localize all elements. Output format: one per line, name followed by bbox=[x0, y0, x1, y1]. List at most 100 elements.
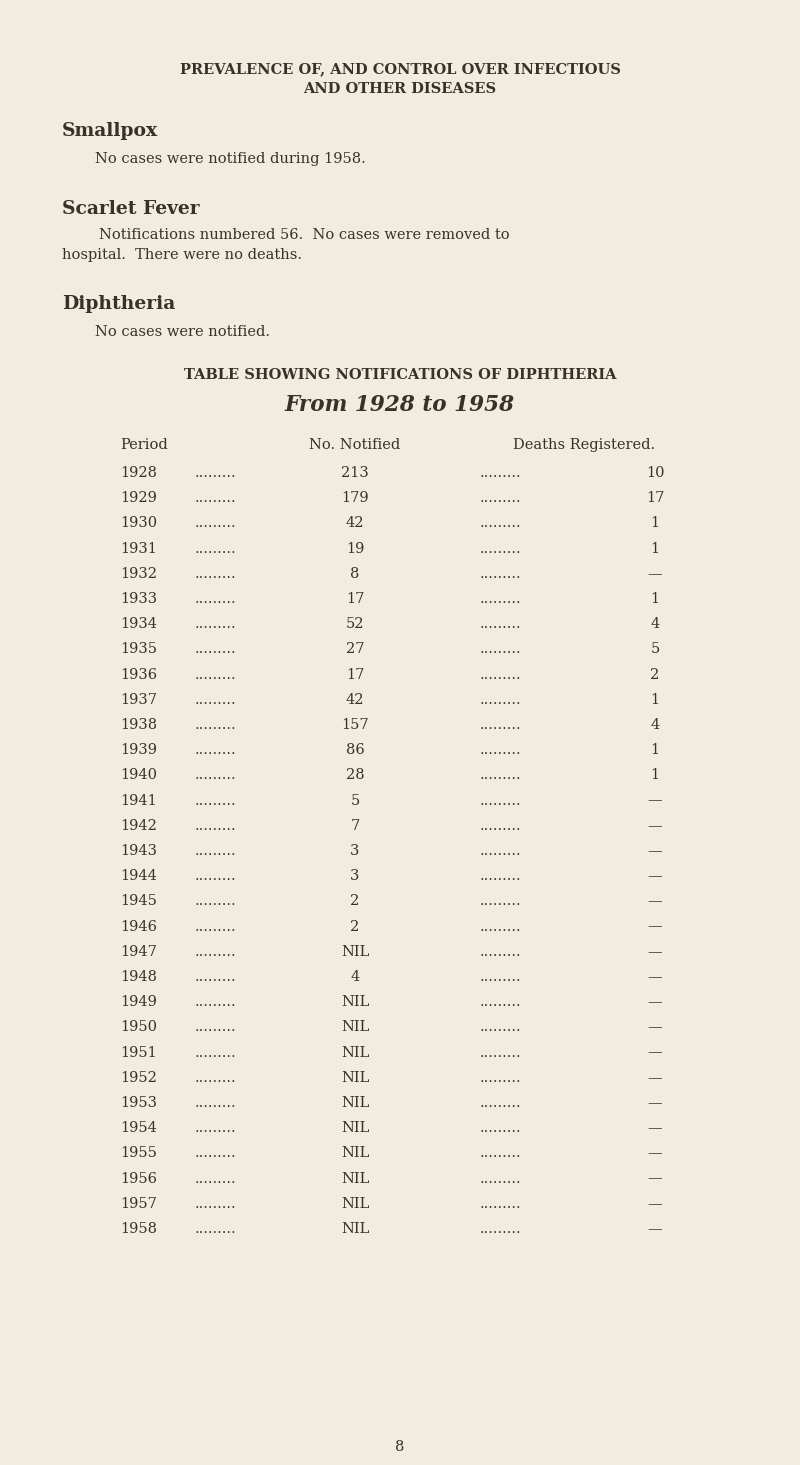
Text: —: — bbox=[648, 567, 662, 580]
Text: 86: 86 bbox=[346, 743, 364, 757]
Text: .........: ......... bbox=[194, 1121, 236, 1135]
Text: 1940: 1940 bbox=[120, 769, 157, 782]
Text: .........: ......... bbox=[479, 970, 521, 984]
Text: NIL: NIL bbox=[341, 1147, 369, 1160]
Text: NIL: NIL bbox=[341, 1172, 369, 1185]
Text: .........: ......... bbox=[479, 995, 521, 1009]
Text: .........: ......... bbox=[479, 869, 521, 883]
Text: 1929: 1929 bbox=[120, 491, 157, 505]
Text: .........: ......... bbox=[479, 794, 521, 807]
Text: NIL: NIL bbox=[341, 1096, 369, 1110]
Text: 3: 3 bbox=[350, 869, 360, 883]
Text: —: — bbox=[648, 819, 662, 832]
Text: —: — bbox=[648, 1021, 662, 1034]
Text: .........: ......... bbox=[194, 1096, 236, 1110]
Text: .........: ......... bbox=[479, 642, 521, 656]
Text: 52: 52 bbox=[346, 617, 364, 631]
Text: .........: ......... bbox=[479, 819, 521, 832]
Text: .........: ......... bbox=[479, 567, 521, 580]
Text: 4: 4 bbox=[350, 970, 360, 984]
Text: 1952: 1952 bbox=[120, 1071, 157, 1084]
Text: 1932: 1932 bbox=[120, 567, 157, 580]
Text: .........: ......... bbox=[194, 743, 236, 757]
Text: 1933: 1933 bbox=[120, 592, 157, 607]
Text: 28: 28 bbox=[346, 769, 364, 782]
Text: .........: ......... bbox=[194, 1046, 236, 1059]
Text: .........: ......... bbox=[479, 1046, 521, 1059]
Text: 5: 5 bbox=[650, 642, 660, 656]
Text: 1950: 1950 bbox=[120, 1021, 157, 1034]
Text: 1958: 1958 bbox=[120, 1222, 157, 1236]
Text: .........: ......... bbox=[194, 567, 236, 580]
Text: .........: ......... bbox=[194, 466, 236, 481]
Text: .........: ......... bbox=[479, 769, 521, 782]
Text: .........: ......... bbox=[194, 1222, 236, 1236]
Text: .........: ......... bbox=[479, 516, 521, 530]
Text: 4: 4 bbox=[650, 617, 660, 631]
Text: .........: ......... bbox=[194, 970, 236, 984]
Text: .........: ......... bbox=[194, 592, 236, 607]
Text: .........: ......... bbox=[479, 668, 521, 681]
Text: .........: ......... bbox=[479, 617, 521, 631]
Text: 4: 4 bbox=[650, 718, 660, 732]
Text: .........: ......... bbox=[194, 995, 236, 1009]
Text: 2: 2 bbox=[650, 668, 660, 681]
Text: 1938: 1938 bbox=[120, 718, 157, 732]
Text: .........: ......... bbox=[194, 693, 236, 706]
Text: .........: ......... bbox=[194, 1172, 236, 1185]
Text: 1949: 1949 bbox=[120, 995, 157, 1009]
Text: .........: ......... bbox=[194, 491, 236, 505]
Text: 1942: 1942 bbox=[120, 819, 157, 832]
Text: 5: 5 bbox=[350, 794, 360, 807]
Text: .........: ......... bbox=[479, 945, 521, 958]
Text: .........: ......... bbox=[479, 1071, 521, 1084]
Text: .........: ......... bbox=[194, 945, 236, 958]
Text: 1934: 1934 bbox=[120, 617, 157, 631]
Text: 1937: 1937 bbox=[120, 693, 157, 706]
Text: 1947: 1947 bbox=[120, 945, 157, 958]
Text: .........: ......... bbox=[479, 1197, 521, 1210]
Text: 1936: 1936 bbox=[120, 668, 157, 681]
Text: NIL: NIL bbox=[341, 1071, 369, 1084]
Text: PREVALENCE OF, AND CONTROL OVER INFECTIOUS: PREVALENCE OF, AND CONTROL OVER INFECTIO… bbox=[179, 62, 621, 76]
Text: 1928: 1928 bbox=[120, 466, 157, 481]
Text: —: — bbox=[648, 794, 662, 807]
Text: .........: ......... bbox=[479, 1121, 521, 1135]
Text: 1931: 1931 bbox=[120, 542, 157, 555]
Text: Deaths Registered.: Deaths Registered. bbox=[513, 438, 655, 453]
Text: .........: ......... bbox=[479, 491, 521, 505]
Text: hospital.  There were no deaths.: hospital. There were no deaths. bbox=[62, 248, 302, 262]
Text: NIL: NIL bbox=[341, 1222, 369, 1236]
Text: No cases were notified.: No cases were notified. bbox=[95, 325, 270, 338]
Text: 1: 1 bbox=[650, 743, 659, 757]
Text: NIL: NIL bbox=[341, 1046, 369, 1059]
Text: .........: ......... bbox=[479, 542, 521, 555]
Text: 1935: 1935 bbox=[120, 642, 157, 656]
Text: From 1928 to 1958: From 1928 to 1958 bbox=[285, 394, 515, 416]
Text: .........: ......... bbox=[194, 869, 236, 883]
Text: 10: 10 bbox=[646, 466, 664, 481]
Text: —: — bbox=[648, 945, 662, 958]
Text: 1: 1 bbox=[650, 516, 659, 530]
Text: .........: ......... bbox=[479, 1021, 521, 1034]
Text: Notifications numbered 56.  No cases were removed to: Notifications numbered 56. No cases were… bbox=[62, 229, 510, 242]
Text: 157: 157 bbox=[341, 718, 369, 732]
Text: NIL: NIL bbox=[341, 1021, 369, 1034]
Text: .........: ......... bbox=[194, 769, 236, 782]
Text: 3: 3 bbox=[350, 844, 360, 858]
Text: .........: ......... bbox=[194, 1197, 236, 1210]
Text: Diphtheria: Diphtheria bbox=[62, 294, 175, 314]
Text: 19: 19 bbox=[346, 542, 364, 555]
Text: .........: ......... bbox=[194, 819, 236, 832]
Text: 42: 42 bbox=[346, 516, 364, 530]
Text: NIL: NIL bbox=[341, 995, 369, 1009]
Text: —: — bbox=[648, 1197, 662, 1210]
Text: —: — bbox=[648, 895, 662, 908]
Text: —: — bbox=[648, 995, 662, 1009]
Text: NIL: NIL bbox=[341, 945, 369, 958]
Text: .........: ......... bbox=[479, 1172, 521, 1185]
Text: .........: ......... bbox=[194, 542, 236, 555]
Text: 17: 17 bbox=[646, 491, 664, 505]
Text: —: — bbox=[648, 869, 662, 883]
Text: .........: ......... bbox=[194, 617, 236, 631]
